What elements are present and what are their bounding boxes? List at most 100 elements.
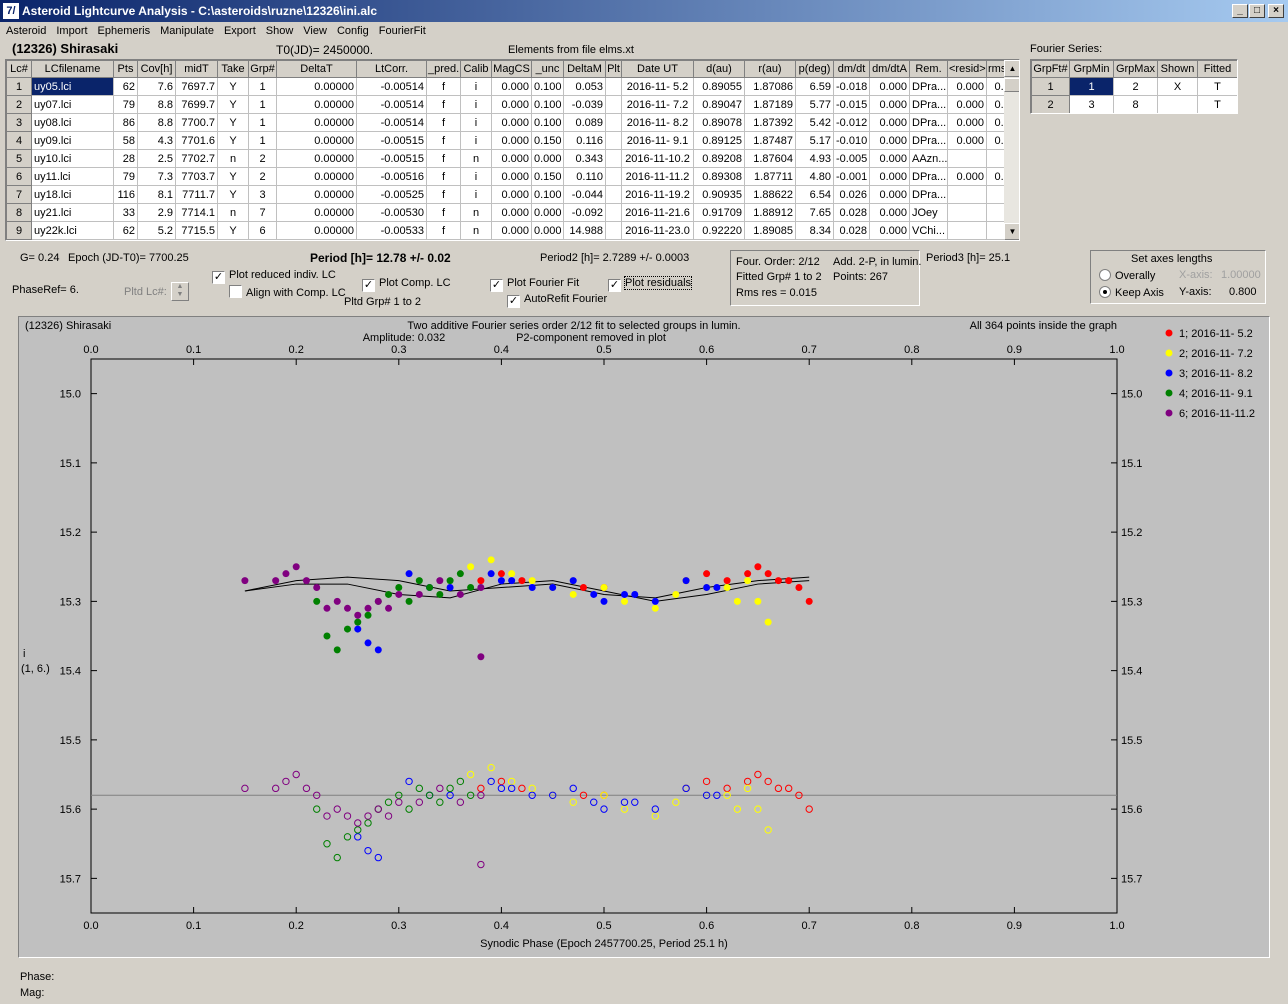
menu-fourierfit[interactable]: FourierFit [378, 25, 426, 37]
lc-cell[interactable]: 0.000 [491, 203, 532, 222]
lc-cell[interactable]: 1 [6, 77, 32, 96]
plot-fourier-checkbox[interactable]: ✓ Plot Fourier Fit [490, 277, 579, 292]
fs-cell[interactable]: 1 [1069, 77, 1114, 96]
lc-cell[interactable]: 5.2 [137, 221, 176, 240]
lc-cell[interactable]: 2.5 [137, 149, 176, 168]
lc-cell[interactable]: 0.000 [531, 203, 564, 222]
y-axis-length[interactable]: 0.800 [1229, 286, 1257, 298]
maximize-button[interactable]: □ [1249, 4, 1265, 18]
lc-cell[interactable]: 1 [248, 77, 277, 96]
lc-cell[interactable]: 0.89125 [693, 131, 745, 150]
lc-cell[interactable]: uy22k.lci [31, 221, 114, 240]
lc-cell[interactable]: 0.00000 [276, 149, 357, 168]
lc-cell[interactable]: 2016-11- 9.1 [621, 131, 694, 150]
lc-cell[interactable]: 1.88622 [744, 185, 796, 204]
lc-cell[interactable]: f [426, 77, 461, 96]
scroll-thumb[interactable] [1004, 78, 1019, 92]
lc-cell[interactable] [947, 221, 987, 240]
menu-import[interactable]: Import [56, 25, 88, 37]
lc-cell[interactable]: 0.000 [869, 185, 910, 204]
lc-cell[interactable]: 0.089 [563, 113, 606, 132]
lc-cell[interactable]: 86 [113, 113, 138, 132]
lc-cell[interactable]: Y [217, 185, 249, 204]
lc-col-header[interactable]: Rem. [909, 60, 948, 78]
lc-cell[interactable]: AAzn... [909, 149, 948, 168]
lc-cell[interactable]: 1.88912 [744, 203, 796, 222]
lc-cell[interactable]: 1 [248, 131, 277, 150]
table-row[interactable]: 9 uy22k.lci 62 5.2 7715.5 Y 6 0.00000 -0.00533 f n… [6, 221, 1019, 240]
fs-cell[interactable]: X [1157, 77, 1198, 96]
lc-cell[interactable]: 0.00000 [276, 221, 357, 240]
lc-cell[interactable]: 0.89308 [693, 167, 745, 186]
lc-cell[interactable]: f [426, 131, 461, 150]
lc-cell[interactable] [605, 185, 622, 204]
menu-asteroid[interactable]: Asteroid [6, 25, 47, 37]
lc-cell[interactable]: 7699.7 [175, 95, 218, 114]
reduced-lc-checkbox[interactable]: ✓ Plot reduced indiv. LC [212, 269, 336, 284]
lc-cell[interactable]: 1.87487 [744, 131, 796, 150]
lc-cell[interactable]: 2016-11- 8.2 [621, 113, 694, 132]
lc-cell[interactable]: 7.65 [795, 203, 834, 222]
lc-cell[interactable]: 14.988 [563, 221, 606, 240]
lc-cell[interactable]: n [460, 221, 492, 240]
lc-cell[interactable]: 7697.7 [175, 77, 218, 96]
lc-cell[interactable]: 0.000 [491, 167, 532, 186]
lc-cell[interactable]: 0.000 [491, 185, 532, 204]
lc-cell[interactable]: 79 [113, 95, 138, 114]
lc-cell[interactable]: 2016-11-19.2 [621, 185, 694, 204]
lc-cell[interactable]: 4.93 [795, 149, 834, 168]
fs-col-header[interactable]: GrpFt# [1031, 60, 1070, 78]
lc-cell[interactable]: 0.100 [531, 95, 564, 114]
lc-col-header[interactable]: LtCorr. [356, 60, 427, 78]
lc-cell[interactable]: 7711.7 [175, 185, 218, 204]
lc-col-header[interactable]: p(deg) [795, 60, 834, 78]
lc-cell[interactable]: 7 [6, 185, 32, 204]
menu-ephemeris[interactable]: Ephemeris [97, 25, 151, 37]
lc-col-header[interactable]: LCfilename [31, 60, 114, 78]
lc-cell[interactable]: -0.00525 [356, 185, 427, 204]
lc-cell[interactable]: f [426, 167, 461, 186]
lc-cell[interactable]: 0.00000 [276, 113, 357, 132]
lc-col-header[interactable]: Grp# [248, 60, 277, 78]
lc-cell[interactable]: 7702.7 [175, 149, 218, 168]
table-row[interactable]: 3 uy08.lci 86 8.8 7700.7 Y 1 0.00000 -0.00514 f i 0… [6, 113, 1019, 132]
lc-cell[interactable]: f [426, 149, 461, 168]
lc-cell[interactable]: 0.000 [531, 221, 564, 240]
lc-cell[interactable]: 4.3 [137, 131, 176, 150]
lc-cell[interactable]: 0.00000 [276, 131, 357, 150]
lc-cell[interactable]: uy07.lci [31, 95, 114, 114]
lc-cell[interactable]: n [460, 149, 492, 168]
lc-cell[interactable]: 0.00000 [276, 95, 357, 114]
menu-export[interactable]: Export [223, 25, 256, 37]
lc-cell[interactable] [605, 131, 622, 150]
scroll-up-icon[interactable]: ▲ [1004, 60, 1019, 77]
lc-cell[interactable]: 1.87392 [744, 113, 796, 132]
lc-cell[interactable]: DPra... [909, 167, 948, 186]
lc-cell[interactable]: 0.000 [947, 113, 987, 132]
lc-col-header[interactable]: d(au) [693, 60, 745, 78]
lc-cell[interactable]: 7700.7 [175, 113, 218, 132]
table-row[interactable]: 1 uy05.lci 62 7.6 7697.7 Y 1 0.00000 -0.00514 f i 0… [6, 77, 1019, 96]
lc-col-header[interactable]: Date UT [621, 60, 694, 78]
x-axis-length[interactable]: 1.00000 [1221, 269, 1261, 281]
fs-col-header[interactable]: Fitted [1197, 60, 1237, 78]
pltd-lc-spinner[interactable]: ▲ ▼ [171, 282, 189, 301]
lc-cell[interactable]: DPra... [909, 77, 948, 96]
lc-col-header[interactable]: DeltaT [276, 60, 357, 78]
lc-cell[interactable]: 0.89078 [693, 113, 745, 132]
lc-cell[interactable] [605, 113, 622, 132]
table-row[interactable]: 6 uy11.lci 79 7.3 7703.7 Y 2 0.00000 -0.00516 f i 0… [6, 167, 1019, 186]
table-row[interactable]: 2 uy07.lci 79 8.8 7699.7 Y 1 0.00000 -0.00514 f i 0… [6, 95, 1019, 114]
lc-cell[interactable]: 0.89055 [693, 77, 745, 96]
lc-cell[interactable]: Y [217, 221, 249, 240]
lc-cell[interactable]: 0.000 [869, 113, 910, 132]
lc-cell[interactable]: Y [217, 77, 249, 96]
lc-cell[interactable]: i [460, 131, 492, 150]
table-row[interactable]: 4 uy09.lci 58 4.3 7701.6 Y 1 0.00000 -0.00515 f i 0… [6, 131, 1019, 150]
lc-cell[interactable] [947, 185, 987, 204]
lc-cell[interactable]: 2.9 [137, 203, 176, 222]
lc-col-header[interactable]: MagCS [491, 60, 532, 78]
close-button[interactable]: × [1268, 4, 1284, 18]
lc-cell[interactable]: -0.044 [563, 185, 606, 204]
